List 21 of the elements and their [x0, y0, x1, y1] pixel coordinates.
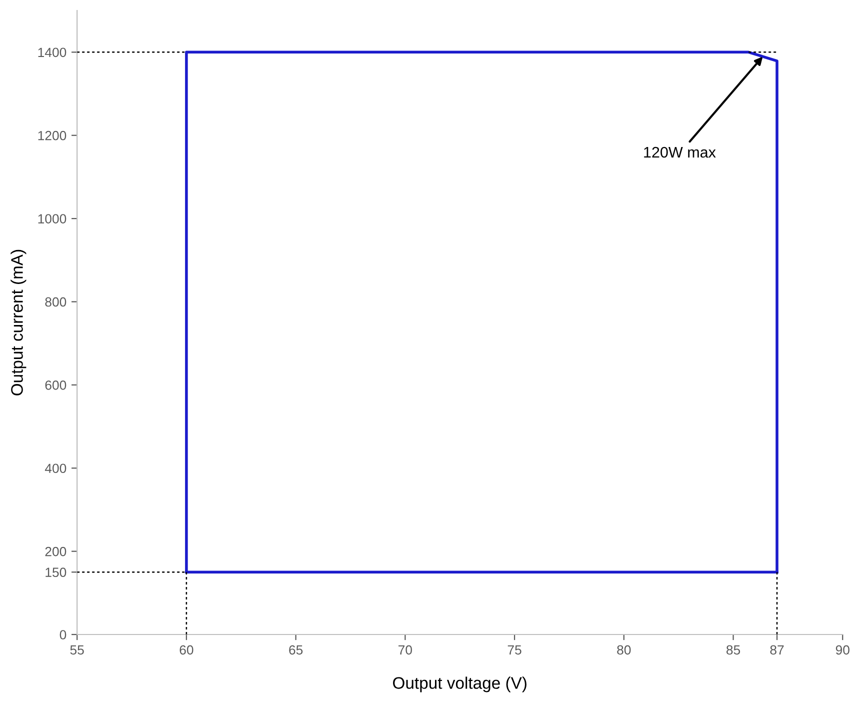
x-axis-title: Output voltage (V) — [393, 676, 526, 692]
y-tick-label: 1000 — [38, 214, 66, 224]
x-tick-label: 70 — [398, 645, 412, 655]
y-axis-title: Output current (mA) — [10, 250, 26, 396]
x-tick-label: 60 — [180, 645, 194, 655]
y-tick-label: 0 — [60, 630, 66, 640]
x-tick-label: 75 — [508, 645, 522, 655]
x-tick-label: 87 — [770, 645, 784, 655]
y-tick-label: 400 — [44, 464, 66, 474]
y-tick-label: 1400 — [38, 48, 66, 58]
y-tick-label: 600 — [45, 380, 66, 390]
annotation: 120W max — [644, 146, 716, 158]
y-tick-label: 800 — [45, 297, 66, 307]
x-tick-label: 55 — [70, 645, 84, 655]
y-tick-label: 1200 — [38, 130, 66, 140]
y-tick-label: 200 — [45, 546, 66, 556]
x-tick-label: 90 — [836, 645, 850, 655]
x-tick-label: 65 — [289, 645, 303, 655]
x-tick-label: 80 — [617, 645, 631, 655]
x-tick-label: 85 — [726, 645, 740, 655]
y-tick-label: 150 — [46, 568, 66, 578]
